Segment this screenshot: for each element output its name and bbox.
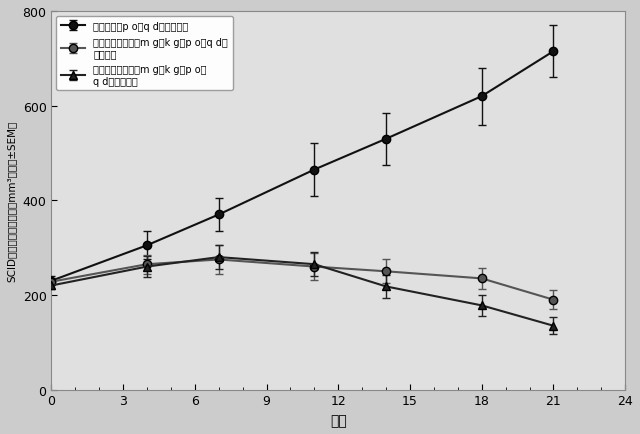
Y-axis label: SCIDマウスの腾瘍体積（mm³、平均±SEM）: SCIDマウスの腾瘍体積（mm³、平均±SEM） — [7, 120, 17, 281]
Legend: ビヒクル、p o、q d、２１日間, 実施例１２、３０m g／k g、p o、q d、
２１日間, 実施例１２、５０m g／k g、p o、
q d、２１日間: ビヒクル、p o、q d、２１日間, 実施例１２、３０m g／k g、p o、q… — [56, 17, 233, 91]
X-axis label: 日数: 日数 — [330, 413, 347, 427]
